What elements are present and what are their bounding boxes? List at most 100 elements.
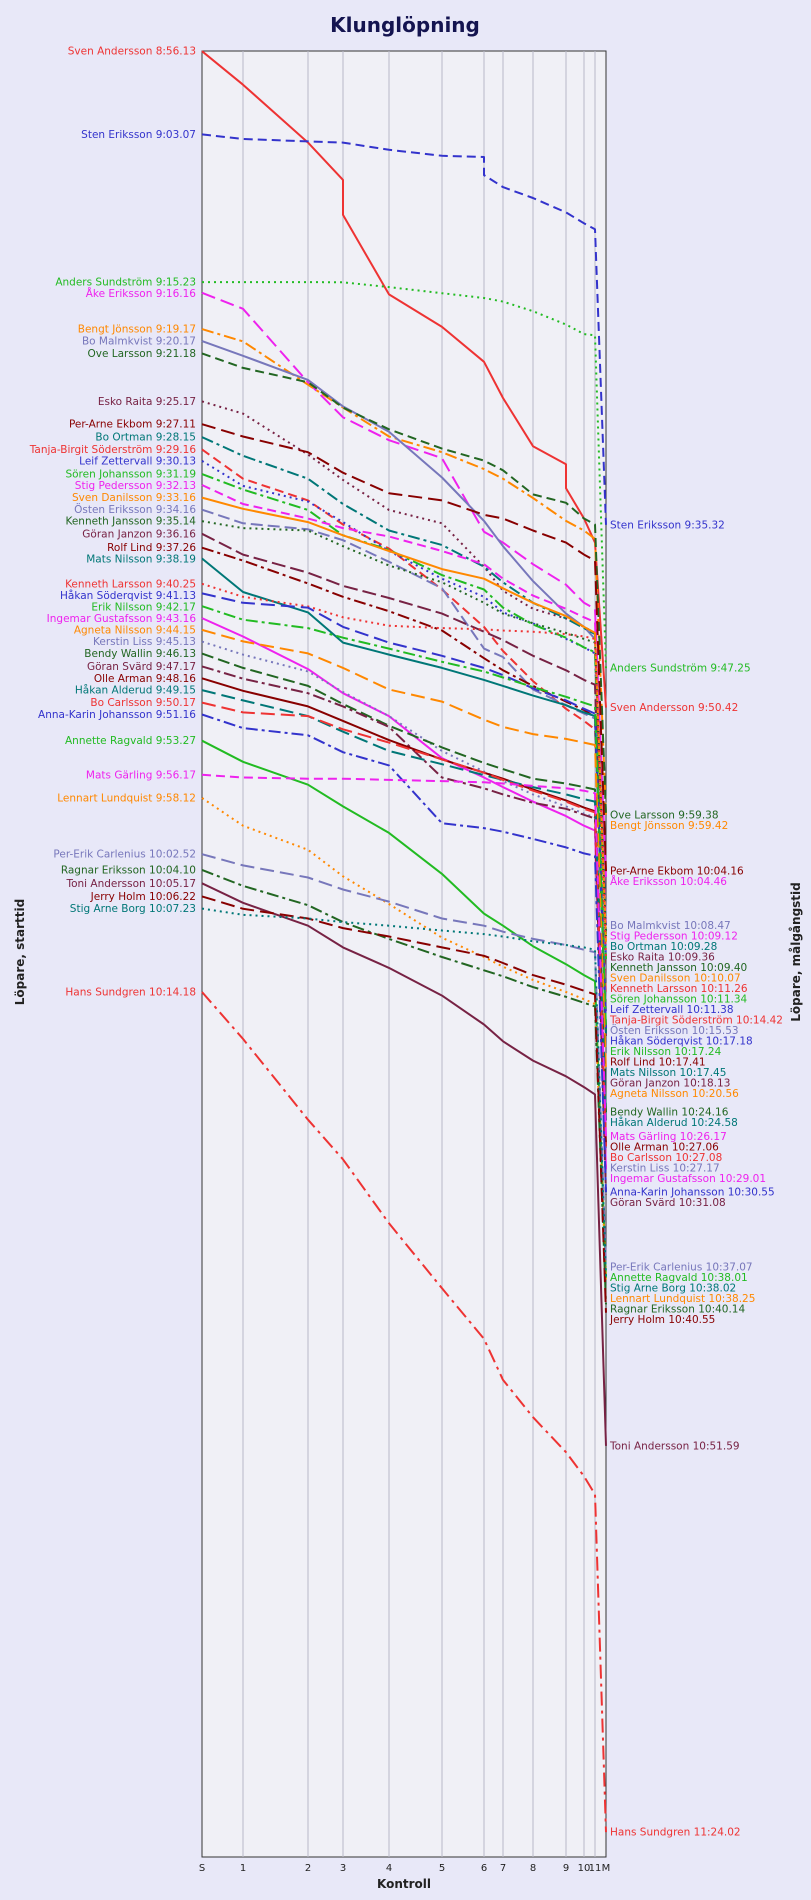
x-tick-label: 10	[578, 1863, 591, 1874]
start-label: Esko Raita 9:25.17	[98, 396, 196, 408]
finish-label: Ove Larsson 9:59.38	[610, 810, 719, 822]
finish-label: Toni Andersson 10:51.59	[609, 1440, 740, 1452]
finish-label: Ingemar Gustafsson 10:29.01	[610, 1173, 766, 1185]
start-label: Mats Nilsson 9:38.19	[86, 554, 196, 566]
finish-label: Annette Ragvald 10:38.01	[610, 1272, 748, 1284]
finish-label: Per-Arne Ekbom 10:04.16	[610, 866, 744, 878]
finish-label: Bengt Jönsson 9:59.42	[610, 820, 728, 832]
series-line	[201, 640, 607, 1149]
series-group	[201, 50, 607, 1833]
finish-labels: Sten Eriksson 9:35.32 Anders Sundström 9:…	[609, 519, 783, 1838]
series-line	[201, 739, 607, 1278]
series-line	[201, 713, 607, 1193]
finish-label: Mats Nilsson 10:17.45	[610, 1067, 726, 1079]
start-label: Bengt Jönsson 9:19.17	[78, 324, 196, 336]
series-line	[201, 652, 607, 1113]
start-label: Jerry Holm 10:06.22	[90, 891, 196, 903]
series-line	[201, 605, 607, 1030]
series-line	[201, 520, 607, 937]
start-label: Bo Ortman 9:28.15	[95, 432, 196, 444]
x-tick-label: 8	[530, 1863, 536, 1874]
series-line	[201, 448, 607, 997]
start-label: Sven Danilsson 9:33.16	[72, 492, 196, 504]
start-label: Bendy Wallin 9:46.13	[84, 648, 196, 660]
series-line	[201, 665, 607, 1195]
x-tick-label: 11	[589, 1863, 602, 1874]
finish-label: Håkan Alderud 10:24.58	[610, 1116, 738, 1129]
start-label: Mats Gärling 9:56.17	[86, 769, 196, 781]
start-label: Rolf Lind 9:37.26	[107, 542, 196, 554]
series-line	[201, 423, 607, 872]
finish-label: Sten Eriksson 9:35.32	[610, 519, 725, 531]
start-label: Stig Pedersson 9:32.13	[75, 480, 196, 492]
series-line	[201, 496, 607, 942]
x-tick-label: 2	[305, 1863, 311, 1874]
finish-label: Mats Gärling 10:26.17	[610, 1131, 727, 1143]
series-line	[201, 473, 607, 960]
start-label: Sten Eriksson 9:03.07	[81, 129, 196, 141]
plot-area	[201, 50, 607, 1858]
start-label: Sören Johansson 9:31.19	[65, 469, 196, 481]
finish-label: Håkan Söderqvist 10:17.18	[610, 1034, 753, 1047]
x-tick-label: 5	[439, 1863, 445, 1874]
start-label: Göran Janzon 9:36.16	[82, 528, 196, 540]
series-line	[201, 853, 607, 1267]
finish-label: Sven Andersson 9:50.42	[610, 702, 738, 714]
finish-label: Göran Janzon 10:18.13	[610, 1077, 730, 1089]
finish-label: Sven Danilsson 10:10.07	[610, 972, 741, 984]
finish-label: Östen Eriksson 10:15.53	[610, 1024, 739, 1037]
finish-label: Stig Pedersson 10:09.12	[610, 930, 738, 942]
series-line	[201, 868, 607, 1305]
series-line	[201, 617, 607, 1170]
finish-label: Stig Arne Borg 10:38.02	[610, 1283, 736, 1295]
finish-label: Anders Sundström 9:47.25	[610, 663, 751, 675]
series-line	[201, 352, 607, 816]
x-tick-label: 4	[386, 1863, 392, 1874]
x-tick-label: 6	[481, 1863, 487, 1874]
finish-label: Bo Carlsson 10:27.08	[610, 1152, 722, 1164]
start-label: Toni Andersson 10:05.17	[65, 878, 196, 890]
finish-label: Rolf Lind 10:17.41	[610, 1056, 706, 1068]
x-tick-label: S	[199, 1863, 205, 1874]
start-label: Per-Arne Ekbom 9:27.11	[69, 419, 196, 431]
start-label: Åke Eriksson 9:16.16	[86, 287, 197, 300]
start-label: Håkan Söderqvist 9:41.13	[60, 589, 196, 602]
start-labels: Sven Andersson 8:56.13 Sten Eriksson 9:03…	[29, 46, 197, 999]
series-line	[201, 557, 607, 1034]
x-tick-label: 3	[340, 1863, 346, 1874]
finish-label: Per-Erik Carlenius 10:37.07	[610, 1261, 753, 1273]
series-line	[201, 508, 607, 1012]
start-label: Kenneth Jansson 9:35.14	[65, 516, 196, 528]
finish-label: Göran Svärd 10:31.08	[610, 1197, 726, 1209]
series-line	[201, 328, 607, 817]
finish-label: Ragnar Eriksson 10:40.14	[610, 1304, 745, 1316]
y-axis-label-left: Löpare, starttid	[13, 899, 27, 1005]
start-label: Anders Sundström 9:15.23	[55, 277, 196, 289]
series-line	[201, 291, 607, 878]
finish-label: Agneta Nilsson 10:20.56	[610, 1088, 739, 1100]
finish-label: Olle Arman 10:27.06	[610, 1141, 719, 1153]
start-label: Bo Carlsson 9:50.17	[90, 697, 196, 709]
series-line	[202, 281, 607, 669]
finish-label: Hans Sundgren 11:24.02	[610, 1827, 741, 1839]
series-line	[201, 484, 607, 931]
start-label: Olle Arman 9:48.16	[94, 673, 196, 685]
grid-lines	[242, 51, 596, 1857]
series-line	[201, 628, 607, 1072]
finish-label: Kerstin Liss 10:27.17	[610, 1162, 720, 1174]
start-label: Östen Eriksson 9:34.16	[74, 503, 196, 516]
finish-label: Bendy Wallin 10:24.16	[610, 1107, 729, 1119]
start-label: Lennart Lundquist 9:58.12	[57, 793, 196, 805]
series-line	[201, 882, 607, 1446]
start-label: Bo Malmkvist 9:20.17	[82, 336, 196, 348]
start-label: Agneta Nilsson 9:44.15	[74, 624, 196, 636]
finish-label: Anna-Karin Johansson 10:30.55	[610, 1187, 775, 1199]
x-tick-label: 9	[563, 1863, 569, 1874]
x-tick-label: 7	[500, 1863, 506, 1874]
start-label: Hans Sundgren 10:14.18	[65, 987, 196, 999]
finish-label: Tanja-Birgit Söderström 10:14.42	[609, 1014, 783, 1026]
series-line	[201, 797, 607, 1283]
series-line	[201, 907, 607, 1278]
